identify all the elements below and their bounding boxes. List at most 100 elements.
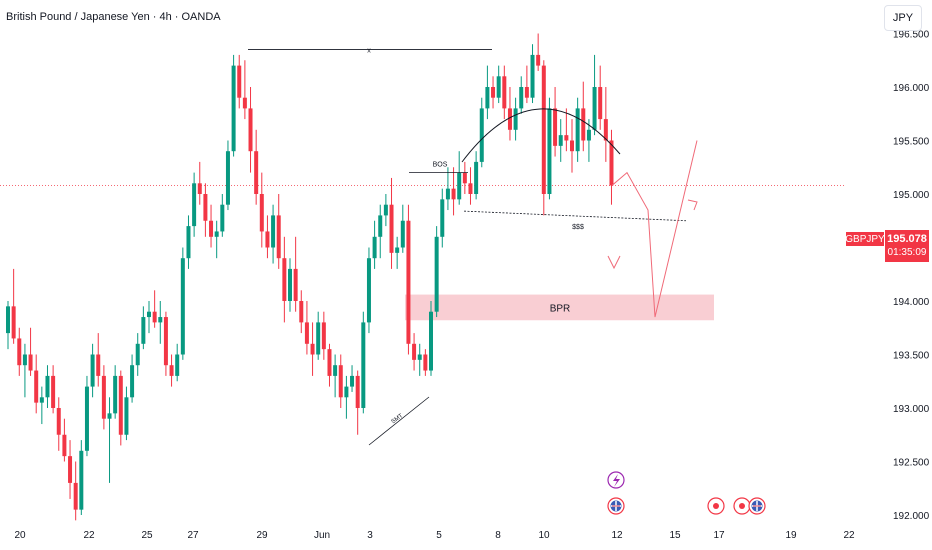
candle-body: [152, 311, 157, 323]
projection-arrow-down: [607, 255, 621, 270]
candle-body: [73, 482, 78, 510]
candle-body: [417, 354, 422, 360]
candle-body: [316, 322, 321, 355]
candle-body: [485, 87, 490, 109]
candle-body: [22, 354, 27, 366]
events-row: [607, 471, 766, 515]
candle-body: [45, 375, 50, 398]
candle-body: [479, 108, 484, 162]
candle-body: [56, 408, 61, 435]
event-dot-inner-icon: [713, 503, 719, 509]
candle-body: [355, 375, 360, 408]
candle-body: [570, 140, 574, 152]
candle-body: [524, 87, 529, 98]
liquidity-line: [463, 210, 687, 222]
candle-body: [79, 450, 84, 510]
candle-body: [17, 338, 22, 366]
candle-body: [603, 119, 608, 141]
candle-body: [214, 231, 219, 237]
time-tick-label: 8: [495, 530, 501, 541]
candle-body: [225, 151, 230, 205]
candle-body: [163, 317, 168, 366]
candle-body: [276, 215, 281, 259]
candle-body: [271, 215, 276, 248]
candle-body: [507, 108, 512, 130]
chart-title: British Pound / Japanese Yen · 4h · OAND…: [6, 11, 221, 23]
smt-label: SMT: [391, 413, 405, 425]
candle-body: [113, 375, 118, 414]
price-tick-label: 196.500: [893, 30, 930, 41]
time-tick-label: 25: [141, 530, 153, 541]
candle-body: [68, 456, 73, 483]
candle-body: [592, 87, 597, 130]
candle-body: [451, 188, 456, 200]
candle-body: [457, 172, 462, 200]
candle-body: [175, 354, 180, 376]
candle-body: [553, 108, 558, 146]
candle-body: [519, 87, 524, 109]
time-tick-label: 22: [843, 530, 855, 541]
candle-body: [299, 301, 304, 323]
candle-body: [107, 413, 112, 419]
candle-body: [180, 258, 185, 355]
smt-line: [368, 396, 430, 446]
symbol-tag: GBPJPY: [845, 232, 885, 246]
price-tick-label: 196.000: [893, 83, 930, 94]
drawings[interactable]: [248, 49, 698, 446]
candle-body: [101, 375, 106, 419]
time-tick-label: Jun: [314, 530, 330, 541]
candle-body: [96, 354, 101, 376]
price-tick-label: 193.500: [893, 351, 930, 362]
candle-body: [564, 135, 569, 141]
candle-body: [502, 76, 507, 109]
candle-body: [400, 220, 405, 248]
candle-body: [366, 258, 371, 323]
candle-body: [378, 215, 383, 237]
candle-body: [412, 343, 417, 360]
currency-button[interactable]: JPY: [884, 5, 922, 31]
bpr-zone[interactable]: [405, 294, 714, 321]
candle-body: [6, 306, 10, 334]
candle-body: [321, 322, 326, 350]
candle-body: [304, 322, 309, 344]
time-tick-label: 10: [538, 530, 550, 541]
time-tick-label: 5: [436, 530, 442, 541]
candle-body: [429, 311, 433, 371]
time-axis[interactable]: 20 22 25 27 29 Jun 3 5 8 10 12 15 17 19 22: [14, 530, 855, 541]
projection-path: [611, 140, 698, 318]
candle-body: [491, 87, 496, 98]
candle-body: [231, 65, 236, 152]
candle-body: [254, 151, 259, 194]
candle-body: [265, 231, 270, 248]
candle-body: [333, 365, 338, 376]
candle-body: [147, 311, 151, 318]
bos-label: BOS: [433, 162, 448, 169]
candle-body: [581, 108, 586, 141]
candle-body: [293, 268, 298, 301]
time-tick-label: 19: [785, 530, 797, 541]
bpr-label: BPR: [550, 303, 571, 314]
lightning-icon: [613, 474, 620, 487]
candle-series[interactable]: [6, 33, 614, 521]
candle-body: [496, 76, 501, 98]
candle-body: [383, 204, 388, 216]
time-tick-label: 29: [256, 530, 268, 541]
time-tick-label: 20: [14, 530, 26, 541]
candle-body: [586, 129, 591, 141]
bar-countdown: 01:35:09: [887, 247, 927, 258]
candle-body: [28, 354, 33, 371]
candle-body: [259, 194, 264, 232]
candle-body: [169, 365, 174, 376]
rounding-top-arc: [461, 108, 621, 163]
candle-body: [468, 183, 473, 194]
candle-body: [530, 54, 535, 98]
candle-body: [282, 258, 287, 301]
candle-body: [124, 397, 129, 435]
price-tag: 195.078 01:35:09: [885, 230, 929, 262]
time-tick-label: 15: [669, 530, 681, 541]
price-axis[interactable]: 197.000196.500196.000195.500195.000194.5…: [893, 0, 930, 523]
candle-body: [395, 247, 400, 253]
time-tick-label: 27: [187, 530, 199, 541]
candle-body: [51, 375, 56, 408]
